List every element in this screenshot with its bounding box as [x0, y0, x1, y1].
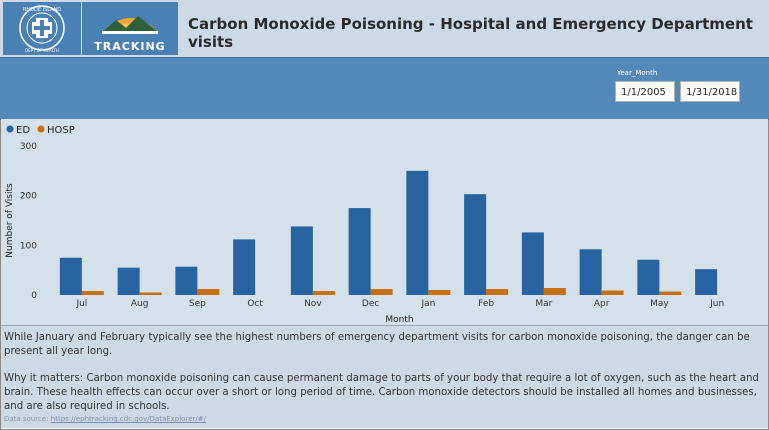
- bar-ed-aug: [117, 267, 140, 295]
- legend-marker-hosp: [37, 125, 45, 133]
- bar-ed-feb: [464, 194, 487, 295]
- data-source: Data source: https://ephtracking.cdc.gov…: [4, 415, 206, 423]
- tracking-logo: TRACKING: [82, 2, 178, 55]
- bar-ed-oct: [233, 239, 256, 295]
- y-tick-label: 0: [31, 291, 37, 301]
- legend-label-ed: ED: [16, 125, 30, 136]
- start-date-input[interactable]: 1/1/2005: [615, 81, 675, 102]
- bar-ed-jun: [695, 269, 718, 295]
- x-axis-label: Month: [385, 315, 413, 325]
- bar-hosp-aug: [139, 292, 162, 295]
- y-tick-label: 200: [20, 192, 37, 202]
- bar-hosp-jan: [428, 290, 451, 295]
- x-tick-label: Jul: [75, 299, 87, 309]
- x-tick-label: Nov: [304, 299, 322, 309]
- bar-ed-jul: [59, 257, 82, 295]
- description-paragraph-1: While January and February typically see…: [4, 332, 750, 357]
- x-tick-label: Jun: [709, 299, 724, 309]
- x-tick-label: Oct: [247, 299, 263, 309]
- y-axis-label: Number of Visits: [5, 183, 15, 258]
- legend-marker-ed: [6, 125, 14, 133]
- svg-text:DEPT OF HEALTH: DEPT OF HEALTH: [25, 48, 59, 53]
- bar-ed-sep: [175, 266, 198, 295]
- bar-hosp-nov: [312, 291, 335, 295]
- bar-ed-nov: [290, 226, 313, 295]
- bar-hosp-may: [659, 291, 682, 295]
- tracking-label: TRACKING: [94, 40, 166, 53]
- bar-hosp-feb: [486, 289, 509, 295]
- bar-hosp-mar: [543, 288, 566, 295]
- x-tick-label: Aug: [131, 299, 149, 309]
- y-tick-label: 100: [20, 241, 37, 251]
- page-title: Carbon Monoxide Poisoning - Hospital and…: [188, 15, 753, 51]
- x-tick-label: Sep: [189, 299, 206, 309]
- y-tick-label: 300: [20, 142, 37, 152]
- ri-health-seal-logo: RHODE ISLAND DEPT OF HEALTH: [3, 2, 81, 55]
- x-tick-label: May: [650, 299, 669, 309]
- x-tick-label: Dec: [362, 299, 379, 309]
- bar-hosp-apr: [601, 290, 624, 295]
- description-paragraph-2: Why it matters: Carbon monoxide poisonin…: [4, 373, 759, 412]
- visits-by-month-chart: 0 100 200 300 Number of Visits Month Jul Aug Sep…: [1, 119, 768, 326]
- data-source-link[interactable]: https://ephtracking.cdc.gov/DataExplorer…: [50, 415, 206, 423]
- data-source-label: Data source:: [4, 415, 49, 423]
- x-tick-label: Jan: [420, 299, 435, 309]
- bar-hosp-sep: [197, 289, 220, 295]
- end-date-input[interactable]: 1/31/2018: [680, 81, 740, 102]
- description-panel: While January and February typically see…: [1, 326, 768, 428]
- svg-text:RHODE ISLAND: RHODE ISLAND: [23, 7, 61, 13]
- bar-ed-may: [637, 259, 660, 295]
- x-tick-label: Mar: [535, 299, 552, 309]
- bar-hosp-dec: [370, 289, 393, 295]
- bar-ed-apr: [579, 249, 602, 295]
- legend-label-hosp: HOSP: [47, 125, 75, 136]
- report-header: RHODE ISLAND DEPT OF HEALTH TRACKING Car…: [0, 0, 769, 57]
- chart-svg: 0 100 200 300 Number of Visits Month Jul Aug Sep…: [5, 125, 724, 325]
- bar-ed-dec: [348, 208, 371, 295]
- bar-hosp-jul: [81, 291, 104, 295]
- bar-ed-mar: [521, 232, 544, 295]
- date-slicer-label: Year_Month: [617, 69, 658, 77]
- x-tick-label: Feb: [478, 299, 494, 309]
- x-tick-label: Apr: [594, 299, 610, 309]
- bar-ed-jan: [406, 170, 429, 295]
